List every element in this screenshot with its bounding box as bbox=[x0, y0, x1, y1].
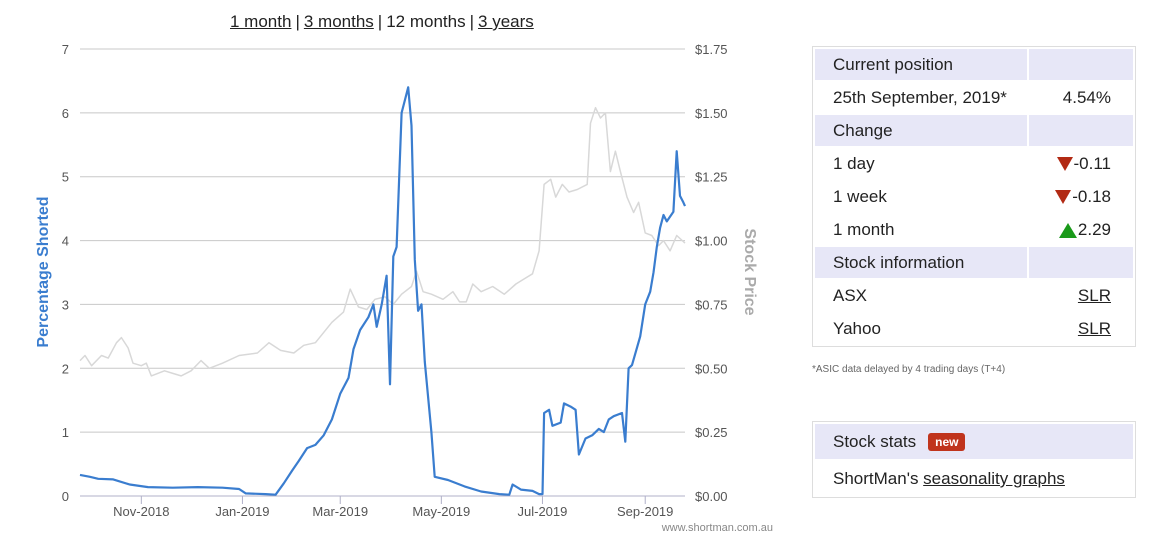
y-right-tick-label: $1.75 bbox=[695, 42, 728, 57]
right-axis-ticks: $0.00 $0.25 $0.50 $0.75 $1.00 $1.25 $1.50 $1.75 bbox=[695, 42, 728, 504]
y-right-tick-label: $0.75 bbox=[695, 297, 728, 312]
range-selector: 1 month | 3 months | 12 months | 3 years bbox=[230, 12, 534, 32]
watermark: www.shortman.com.au bbox=[661, 522, 773, 534]
x-tick-label: Jul-2019 bbox=[518, 504, 568, 519]
asx-link[interactable]: SLR bbox=[1077, 285, 1111, 305]
chart-gridlines bbox=[80, 48, 685, 497]
y-left-tick-label: 1 bbox=[62, 425, 69, 440]
y-left-tick-label: 2 bbox=[62, 361, 69, 376]
change-row-1-day: 1 day -0.11 bbox=[815, 148, 1133, 179]
change-header: Change bbox=[815, 115, 1027, 146]
position-value: 4.54% bbox=[1062, 87, 1111, 107]
asx-row: ASX SLR bbox=[815, 280, 1133, 311]
stock-stats-header: Stock stats bbox=[833, 431, 917, 451]
change-header-row: Change bbox=[815, 115, 1133, 146]
x-axis-ticks: Nov-2018 Jan-2019 Mar-2019 May-2019 Jul-2019… bbox=[113, 496, 673, 519]
yahoo-label: Yahoo bbox=[833, 318, 881, 338]
seasonality-prefix: ShortMan's bbox=[833, 469, 924, 488]
y-left-tick-label: 7 bbox=[62, 42, 69, 57]
current-position-row: 25th September, 2019* 4.54% bbox=[815, 82, 1133, 113]
seasonality-graphs-link[interactable]: seasonality graphs bbox=[923, 469, 1065, 488]
left-axis-ticks: 0 1 2 3 4 5 6 7 bbox=[62, 42, 69, 504]
current-position-box: Current position 25th September, 2019* 4… bbox=[812, 46, 1136, 347]
range-3-months-link[interactable]: 3 months bbox=[303, 12, 374, 31]
y-left-tick-label: 6 bbox=[62, 106, 69, 121]
y-right-tick-label: $1.50 bbox=[695, 106, 728, 121]
y-right-tick-label: $0.00 bbox=[695, 489, 728, 504]
asx-label: ASX bbox=[833, 285, 868, 305]
change-row-1-week: 1 week -0.18 bbox=[815, 181, 1133, 212]
down-arrow-icon bbox=[1056, 157, 1073, 172]
y-right-tick-label: $1.25 bbox=[695, 170, 728, 185]
position-date: 25th September, 2019* bbox=[833, 87, 1007, 107]
yahoo-link[interactable]: SLR bbox=[1077, 318, 1111, 338]
change-label: 1 day bbox=[833, 153, 875, 173]
range-12-months-current: 12 months bbox=[386, 12, 466, 31]
x-tick-label: Jan-2019 bbox=[215, 504, 269, 519]
y-right-tick-label: $0.50 bbox=[695, 361, 728, 376]
stock-info-header-row: Stock information bbox=[815, 247, 1133, 278]
current-position-header: Current position bbox=[815, 49, 1027, 80]
seasonality-row: ShortMan's seasonality graphs bbox=[813, 461, 1135, 497]
percentage-shorted-line bbox=[79, 86, 687, 496]
yahoo-row: Yahoo SLR bbox=[815, 313, 1133, 344]
change-value: -0.11 bbox=[1073, 153, 1112, 173]
x-tick-label: Mar-2019 bbox=[312, 504, 368, 519]
position-table: Current position 25th September, 2019* 4… bbox=[813, 47, 1135, 346]
y-left-tick-label: 3 bbox=[62, 297, 69, 312]
range-separator: | bbox=[377, 12, 383, 31]
x-tick-label: Sep-2019 bbox=[617, 504, 673, 519]
x-tick-label: Nov-2018 bbox=[113, 504, 169, 519]
y-right-axis-title: Stock Price bbox=[741, 228, 758, 315]
stock-stats-header-row: Stock stats new bbox=[815, 424, 1133, 459]
stock-stats-box: Stock stats new ShortMan's seasonality g… bbox=[812, 421, 1136, 498]
range-separator: | bbox=[469, 12, 475, 31]
y-left-tick-label: 0 bbox=[62, 489, 69, 504]
change-value: -0.18 bbox=[1072, 186, 1111, 206]
stock-info-header: Stock information bbox=[815, 247, 1027, 278]
range-1-month-link[interactable]: 1 month bbox=[230, 12, 292, 31]
up-arrow-icon bbox=[1058, 222, 1077, 238]
x-tick-label: May-2019 bbox=[412, 504, 470, 519]
new-badge: new bbox=[928, 432, 966, 451]
asic-delay-note: *ASIC data delayed by 4 trading days (T+… bbox=[812, 364, 1006, 375]
current-position-header-row: Current position bbox=[815, 49, 1133, 80]
change-label: 1 month bbox=[833, 219, 895, 239]
change-row-1-month: 1 month 2.29 bbox=[815, 214, 1133, 245]
y-left-tick-label: 5 bbox=[62, 170, 69, 185]
range-separator: | bbox=[295, 12, 300, 31]
down-arrow-icon bbox=[1055, 190, 1072, 205]
y-right-tick-label: $1.00 bbox=[695, 234, 728, 249]
y-left-axis-title: Percentage Shorted bbox=[35, 196, 52, 347]
y-left-tick-label: 4 bbox=[62, 234, 69, 249]
change-value: 2.29 bbox=[1077, 219, 1111, 239]
chart-series bbox=[79, 86, 687, 496]
change-label: 1 week bbox=[833, 186, 887, 206]
stock-price-line bbox=[79, 106, 686, 377]
range-3-years-link[interactable]: 3 years bbox=[478, 12, 534, 31]
y-right-tick-label: $0.25 bbox=[695, 425, 728, 440]
